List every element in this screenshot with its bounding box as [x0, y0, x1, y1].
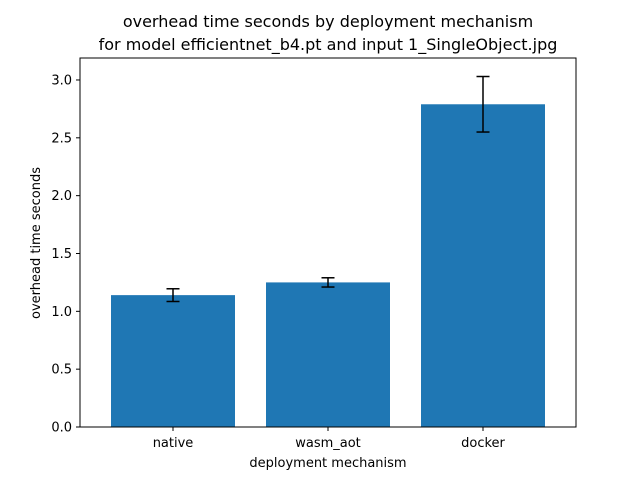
chart-title-line-2: for model efficientnet_b4.pt and input 1…	[99, 35, 558, 55]
error-bar-docker	[476, 75, 490, 133]
error-bar-wasm-aot	[321, 277, 335, 288]
y-tick-label: 1.0	[51, 305, 72, 320]
y-tick-label: 1.5	[51, 247, 72, 262]
y-tick-label: 0.5	[51, 363, 72, 378]
x-tick-label: native	[153, 436, 194, 451]
y-axis-label: overhead time seconds	[29, 167, 44, 319]
y-tick-label: 3.0	[51, 73, 72, 88]
x-axis: native wasm_aot docker	[153, 427, 506, 451]
x-axis-label: deployment mechanism	[249, 456, 406, 471]
chart-title-line-1: overhead time seconds by deployment mech…	[123, 12, 533, 31]
y-axis: 0.0 0.5 1.0 1.5 2.0 2.5 3.0	[51, 73, 80, 436]
y-tick-label: 0.0	[51, 421, 72, 436]
bar-wasm-aot	[266, 282, 390, 427]
x-tick-label: docker	[461, 436, 505, 451]
plot-frame	[79, 57, 577, 428]
y-tick-label: 2.0	[51, 189, 72, 204]
y-tick-label: 2.5	[51, 131, 72, 146]
bar-docker	[421, 104, 545, 427]
error-bar-native	[166, 288, 180, 303]
bars-group	[111, 104, 545, 427]
bar-native	[111, 295, 235, 427]
x-tick-label: wasm_aot	[295, 436, 361, 451]
error-bars-group	[166, 75, 490, 303]
